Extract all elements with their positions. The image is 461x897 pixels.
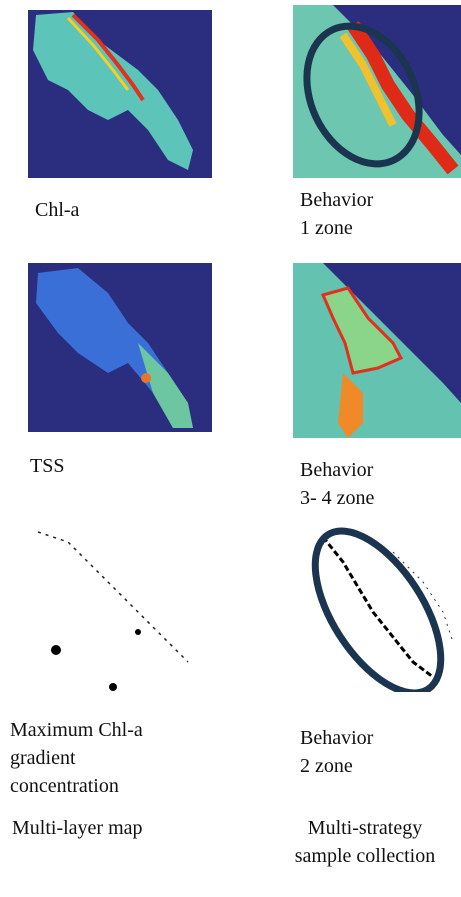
caption-line: 3- 4 zone (300, 484, 374, 512)
footer-line: sample collection (270, 842, 460, 870)
behavior-3-4-map (293, 263, 461, 438)
caption-line: Behavior (300, 456, 374, 484)
tss-map (28, 263, 212, 432)
caption-line: gradient (10, 744, 143, 772)
caption: TSS (30, 452, 64, 480)
caption: Chl-a (35, 196, 79, 224)
caption-line: 1 zone (300, 214, 373, 242)
chl-a-map (28, 10, 212, 178)
behavior-1-map (293, 5, 461, 178)
caption-line: Behavior (300, 186, 373, 214)
footer-left: Multi-layer map (12, 814, 143, 842)
figure: Chl-a Behavior1 zone TSS Behavior3- 4 zo… (0, 0, 461, 897)
caption-line: concentration (10, 772, 143, 800)
caption-line: Maximum Chl-a (10, 716, 143, 744)
caption-line: Behavior (300, 724, 373, 752)
footer-line: Multi-strategy (270, 814, 460, 842)
behavior-2-map (293, 512, 461, 692)
caption-line: 2 zone (300, 752, 373, 780)
gradient-map (28, 512, 212, 693)
